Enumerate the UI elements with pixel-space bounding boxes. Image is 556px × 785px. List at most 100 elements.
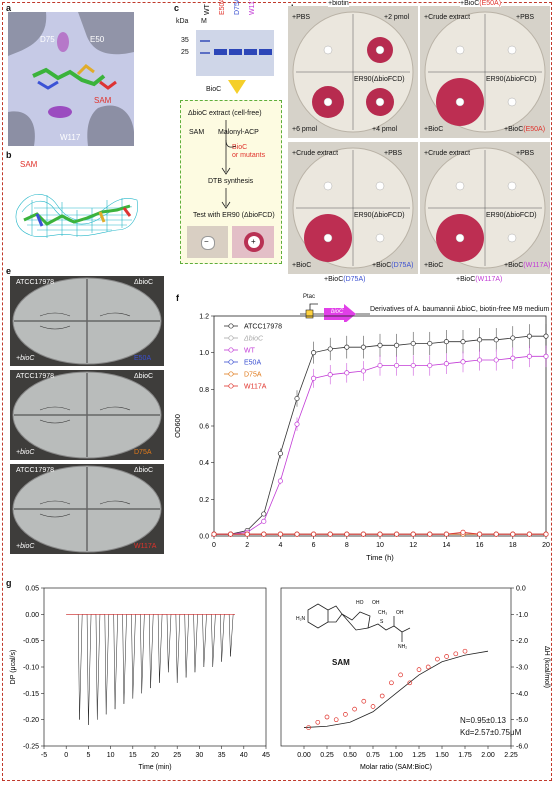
y-axis-title: ΔH (kcal/mol) <box>543 646 550 688</box>
y-tick-label: 0.2 <box>199 497 209 504</box>
y-axis-title: DP (μcal/s) <box>10 650 17 685</box>
construct-diagram <box>300 303 370 322</box>
data-point <box>443 531 449 537</box>
plate-label-bl: +BioC <box>424 262 444 269</box>
plate-label-br: E50A <box>134 355 152 362</box>
y-tick-label: -3.0 <box>516 665 528 672</box>
data-point <box>543 531 549 537</box>
x-tick-label: 30 <box>196 752 204 759</box>
gel-lane-m: M <box>201 18 207 25</box>
plate-label-tl: +Crude extract <box>292 150 339 157</box>
data-point <box>407 680 413 686</box>
panel-label-e: e <box>6 266 12 276</box>
minus-disk <box>201 236 215 250</box>
paper-disk <box>375 45 385 55</box>
plate-label-bl: +BioC <box>292 262 312 269</box>
y-tick-label: 1.0 <box>199 350 209 357</box>
plate-label-tr: +2 pmol <box>384 14 410 21</box>
paper-disk <box>507 233 517 243</box>
plate-under-label: +BioC(D75A) <box>324 276 366 283</box>
data-point <box>261 511 267 517</box>
bioassay-plate <box>288 142 418 274</box>
data-point <box>526 531 532 537</box>
itc-n-value: N=0.95±0.13 <box>460 716 506 725</box>
gel-lane-label: D75A <box>234 0 241 15</box>
data-point <box>379 693 385 699</box>
plate-label-br: +BioC(E50A) <box>504 126 546 133</box>
data-point <box>294 395 300 402</box>
gel-lane-label: WT <box>204 4 211 15</box>
data-point <box>261 518 267 524</box>
x-tick-label: 1.50 <box>435 752 449 759</box>
plate-label-tl: +Crude extract <box>424 14 471 21</box>
svg-text:H₂N: H₂N <box>296 616 306 622</box>
paper-disk <box>455 181 465 191</box>
growth-plate <box>10 276 164 366</box>
data-point <box>477 357 483 363</box>
data-point <box>294 421 300 427</box>
data-point <box>370 704 376 709</box>
gel-kda: kDa <box>176 18 189 25</box>
data-point <box>311 531 317 537</box>
data-point <box>360 531 366 537</box>
y-tick-label: 0.6 <box>199 424 209 431</box>
bioassay-plate <box>288 6 418 138</box>
sam-structure-drawing: H₂N OH NH₂ S CH₃ HO OH <box>296 600 411 650</box>
svg-text:CH₃: CH₃ <box>378 610 387 616</box>
handwriting-marks <box>39 406 131 424</box>
plate-label-tl: ATCC17978 <box>16 279 55 286</box>
data-point <box>410 531 416 537</box>
plate-strain-label: ER90(ΔbioFCD) <box>486 76 537 83</box>
data-point <box>443 339 449 345</box>
data-point <box>211 531 217 537</box>
y-tick-label: -0.25 <box>23 744 39 751</box>
x-tick-label: 20 <box>542 542 550 549</box>
svg-text:OH: OH <box>372 600 380 606</box>
flow-extract: ΔbioC extract (cell-free) <box>188 110 262 117</box>
data-point <box>435 656 440 662</box>
plate-label-tl: +PBS <box>292 14 311 21</box>
legend-marker <box>228 335 234 341</box>
handwriting-marks <box>39 312 131 330</box>
data-point <box>510 355 516 361</box>
legend-label: D75A <box>244 372 262 379</box>
data-point <box>333 717 339 723</box>
data-point <box>327 531 333 537</box>
paper-disk <box>323 45 333 55</box>
data-point <box>410 362 416 369</box>
x-tick-label: 14 <box>443 542 451 549</box>
legend-label: WT <box>244 348 256 355</box>
data-point <box>543 353 549 359</box>
label-w117: W117 <box>60 133 81 142</box>
y-tick-label: 0.4 <box>199 460 209 467</box>
label-e50: E50 <box>90 35 105 44</box>
svg-text:NH₂: NH₂ <box>398 644 407 650</box>
thermogram-trace <box>66 614 235 725</box>
paper-disk <box>375 181 385 191</box>
gel-marker-35: 35 <box>181 37 189 44</box>
data-point <box>361 698 367 704</box>
x-tick-label: 0.25 <box>320 752 334 759</box>
x-axis-title: Molar ratio (SAM:BioC) <box>360 764 432 771</box>
data-point <box>277 531 283 537</box>
data-point <box>277 450 283 457</box>
x-tick-label: 0.75 <box>366 752 380 759</box>
panel-label-b: b <box>6 150 12 160</box>
data-point <box>344 370 350 376</box>
data-point <box>324 714 330 720</box>
data-point <box>425 664 431 670</box>
data-point <box>416 667 422 672</box>
plate-label-bl: +bioC <box>16 543 35 550</box>
gel-marker-25: 25 <box>181 49 189 56</box>
data-point <box>394 531 400 537</box>
data-point <box>394 342 400 348</box>
data-point <box>543 333 549 339</box>
plate-label-bl: +bioC <box>16 355 35 362</box>
y-tick-label: 0.0 <box>199 534 209 541</box>
y-tick-label: -4.0 <box>516 691 528 698</box>
x-tick-label: 40 <box>240 752 248 759</box>
plate-label-tl: +Crude extract <box>424 150 471 157</box>
plate-strain-label: ER90(ΔbioFCD) <box>354 76 405 83</box>
minus-sign: − <box>204 237 209 246</box>
